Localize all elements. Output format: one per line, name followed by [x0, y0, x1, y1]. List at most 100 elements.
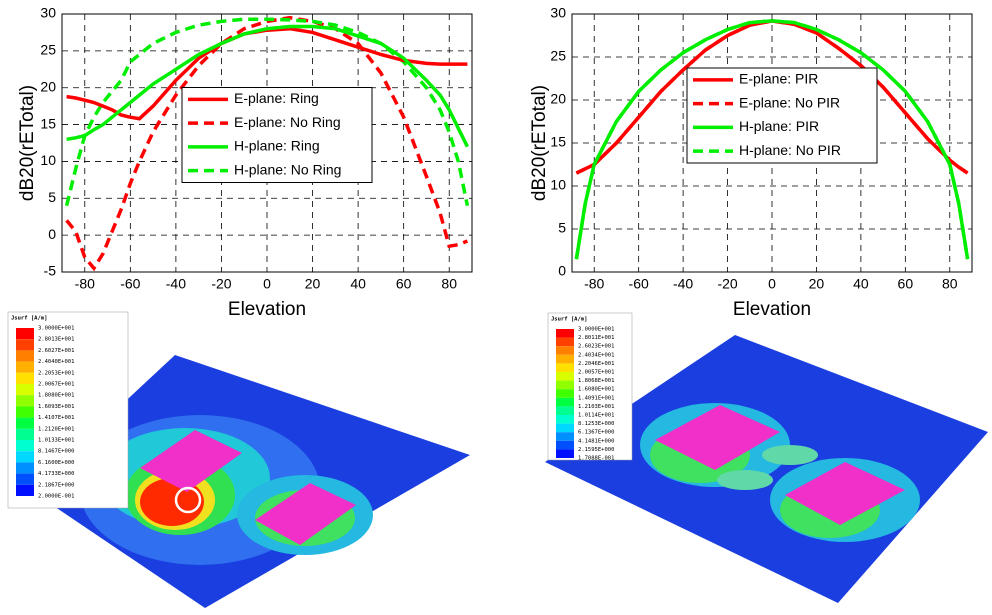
- x-tick-label: -80: [584, 276, 604, 292]
- plot-border: [61, 13, 473, 273]
- legend-box: [686, 67, 878, 164]
- x-tick-label: -60: [629, 276, 649, 292]
- color-level: 2.1867E+000: [38, 482, 74, 488]
- y-tick-label: 10: [550, 177, 566, 193]
- color-level: 6.1367E+000: [578, 430, 614, 436]
- color-level: 2.4034E+001: [578, 352, 614, 358]
- color-swatch: [556, 415, 574, 424]
- color-swatch: [556, 380, 574, 390]
- legend-label: E-plane: No PIR: [739, 94, 840, 110]
- legend-label: E-plane: PIR: [739, 71, 818, 87]
- color-swatch: [16, 440, 34, 452]
- y-tick-label: 20: [40, 78, 56, 94]
- x-tick-label: 0: [768, 276, 776, 292]
- color-swatch: [16, 395, 34, 407]
- color-level: 8.1467E+000: [38, 449, 74, 455]
- y-axis-label: dB20(rETotal): [529, 85, 550, 201]
- color-swatch: [16, 462, 34, 474]
- legend-label: E-plane: Ring: [234, 90, 319, 106]
- x-tick-label: 40: [350, 276, 366, 292]
- color-level: 4.1481E+000: [578, 438, 614, 444]
- y-tick-label: 25: [550, 48, 566, 64]
- ring: [174, 486, 202, 514]
- x-tick-label: -20: [717, 276, 737, 292]
- x-tick-label: 20: [809, 276, 825, 292]
- x-tick-label: 60: [396, 276, 412, 292]
- field-region: [717, 470, 773, 490]
- color-swatch: [556, 406, 574, 415]
- color-swatch: [556, 423, 574, 433]
- color-level: 2.0000E-001: [38, 494, 74, 500]
- color-level: 1.6080E+001: [578, 387, 614, 393]
- color-level: 8.1253E+000: [578, 421, 614, 427]
- color-level: 3.0000E+001: [38, 326, 74, 332]
- y-tick-label: 15: [550, 134, 566, 150]
- x-tick-label: 0: [263, 276, 271, 292]
- color-level: 4.1733E+000: [38, 471, 74, 477]
- y-tick-label: 0: [558, 263, 566, 279]
- x-tick-label: -40: [673, 276, 693, 292]
- color-legend-title: Jsurf [A/m]: [11, 316, 47, 322]
- color-swatch: [16, 328, 34, 340]
- x-tick-label: 40: [853, 276, 869, 292]
- color-swatch: [556, 372, 574, 381]
- y-tick-label: 30: [40, 5, 56, 21]
- color-level: 2.8013E+001: [38, 337, 74, 343]
- data-line: [66, 24, 469, 148]
- color-swatch: [556, 449, 574, 458]
- color-swatch: [556, 389, 574, 398]
- color-swatch: [16, 384, 34, 396]
- color-swatch: [16, 484, 34, 496]
- color-level: 1.2103E+001: [578, 404, 614, 410]
- patch: [785, 462, 905, 525]
- color-swatch: [556, 432, 574, 441]
- color-swatch: [16, 361, 34, 373]
- color-level: 1.0133E+001: [38, 438, 74, 444]
- color-swatch: [556, 346, 574, 355]
- x-axis-label: Elevation: [228, 299, 306, 320]
- color-level: 2.2053E+001: [38, 370, 74, 376]
- y-tick-label: 25: [40, 42, 56, 58]
- color-swatch: [16, 406, 34, 418]
- legend-box: [181, 87, 373, 183]
- y-tick-label: 10: [40, 152, 56, 168]
- x-tick-label: 20: [305, 276, 321, 292]
- color-level: 6.1600E+000: [38, 460, 74, 466]
- color-swatch: [16, 428, 34, 440]
- color-swatch: [16, 350, 34, 362]
- x-tick-label: -60: [120, 276, 140, 292]
- color-swatch: [556, 440, 574, 450]
- color-level: 2.6027E+001: [38, 348, 74, 354]
- color-level: 2.1595E+000: [578, 447, 614, 453]
- data-line: [64, 17, 470, 207]
- color-level: 2.0067E+001: [38, 382, 74, 388]
- y-tick-label: 30: [550, 5, 566, 21]
- simulation-scene-left: [7, 311, 470, 608]
- legend-label: H-plane: Ring: [234, 138, 320, 154]
- color-swatch: [556, 397, 574, 407]
- y-tick-label: 5: [48, 189, 56, 205]
- color-legend-title: Jsurf [A/m]: [551, 317, 587, 323]
- color-level: 2.0057E+001: [578, 370, 614, 376]
- color-swatch: [16, 339, 34, 351]
- color-level: 2.8011E+001: [578, 335, 614, 341]
- simulation-scene-right: [545, 312, 988, 603]
- color-level: 1.2120E+001: [38, 426, 74, 432]
- color-swatch: [556, 337, 574, 347]
- legend-label: E-plane: No Ring: [234, 114, 341, 130]
- data-line: [574, 19, 970, 260]
- patch: [140, 430, 242, 492]
- x-axis-label: Elevation: [733, 299, 811, 320]
- color-swatch: [556, 329, 574, 338]
- x-tick-label: -80: [75, 276, 95, 292]
- x-tick-label: 80: [942, 276, 958, 292]
- patch: [655, 405, 780, 470]
- color-level: 1.8068E+001: [578, 378, 614, 384]
- color-swatch: [16, 417, 34, 429]
- color-level: 1.4107E+001: [38, 415, 74, 421]
- color-level: 1.4091E+001: [578, 395, 614, 401]
- color-swatch: [16, 451, 34, 463]
- legend-label: H-plane: No PIR: [739, 142, 841, 158]
- color-level: 1.0114E+001: [578, 413, 614, 419]
